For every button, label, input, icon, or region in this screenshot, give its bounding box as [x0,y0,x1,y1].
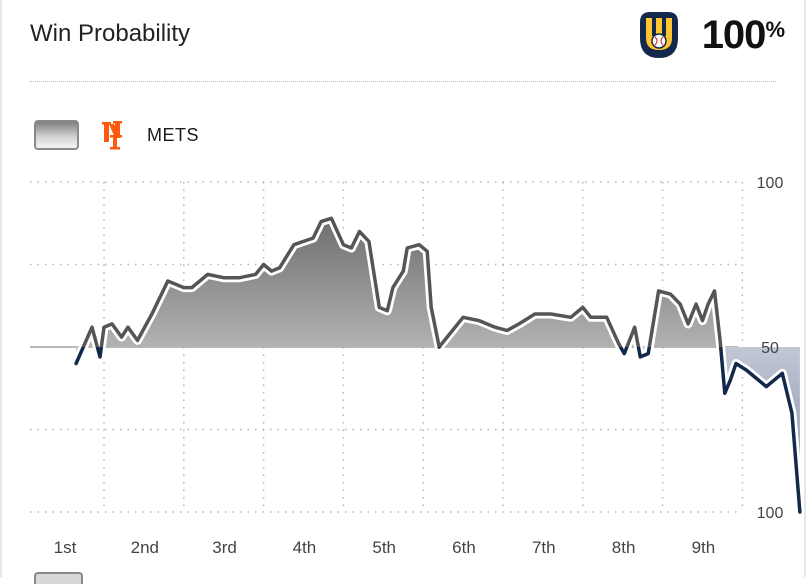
chart-areas [76,218,800,512]
x-tick-label: 5th [372,538,396,557]
x-tick-label: 3rd [212,538,237,557]
x-tick-label: 4th [293,538,317,557]
mets-area [76,218,800,347]
page-title: Win Probability [30,20,191,47]
y-axis-ticks: 100 50 100 [757,175,784,522]
leader-win-percent: 100% [701,12,785,57]
x-tick-label: 1st [54,538,77,557]
leader-summary: 100% [634,8,785,62]
series-line-halo [71,213,805,517]
x-axis-ticks: 1st 2nd 3rd 4th 5th 6th 7th 8th 9th [54,538,716,557]
next-legend-swatch [34,572,83,584]
x-tick-label: 9th [692,538,716,557]
header-divider [30,81,776,82]
brewers-area [76,347,800,512]
x-tick-label: 6th [452,538,476,557]
x-tick-label: 8th [612,538,636,557]
legend: METS [34,118,199,152]
y-tick-label: 100 [757,175,784,192]
mets-ny-logo-icon [102,121,122,150]
chart-lines [71,213,805,517]
y-tick-label: 50 [761,340,779,357]
x-tick-label: 2nd [131,538,159,557]
series-line-mets [81,216,723,347]
legend-swatch-mets [34,120,79,150]
brewers-glove-logo-icon [639,12,678,58]
y-tick-label: 100 [757,505,784,522]
legend-label-mets: METS [147,124,200,145]
x-tick-label: 7th [532,538,556,557]
series-line-brewers [74,347,802,514]
